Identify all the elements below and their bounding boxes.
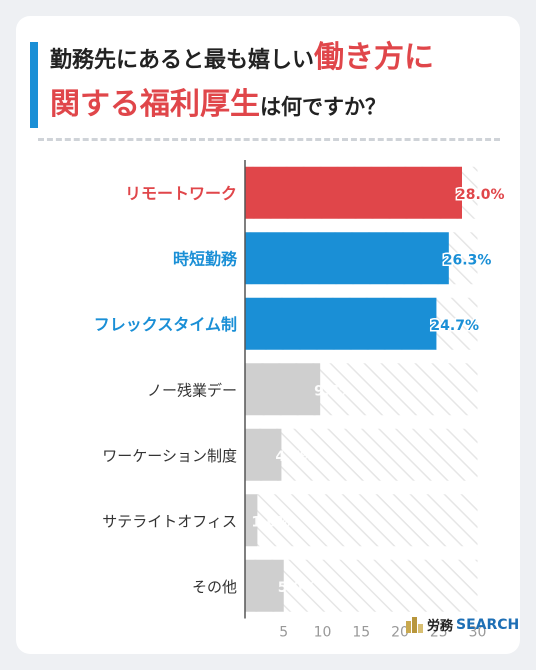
category-label: 時短勤務: [173, 249, 238, 268]
bar-1: [245, 166, 462, 219]
title-line1-highlight: 働き方に: [314, 40, 435, 75]
title-accent-bar: [30, 42, 38, 128]
x-tick-label: 25: [430, 625, 448, 641]
bar-background: [245, 494, 478, 547]
value-label: 9.7%: [314, 383, 353, 399]
bar-3: [245, 297, 437, 350]
x-tick-label: 30: [469, 625, 487, 641]
value-label: 28.0%: [456, 187, 505, 203]
x-tick-label: 20: [391, 625, 409, 641]
logo-text-secondary: SEARCH: [456, 616, 520, 633]
value-label: 24.7%: [430, 318, 479, 334]
category-label: その他: [192, 578, 237, 596]
bar-background: [245, 428, 478, 481]
x-tick-label: 10: [314, 625, 332, 641]
category-label: ワーケーション制度: [102, 447, 237, 465]
value-label: 5.0%: [278, 580, 317, 596]
bar-2: [245, 232, 449, 285]
brand-logo: 労務 SEARCH: [406, 615, 519, 634]
logo-mark-icon: [406, 616, 423, 633]
title-line1-pre: 勤務先にあると最も嬉しい: [50, 48, 315, 73]
logo-text-primary: 労務: [427, 619, 454, 634]
category-label: ノー残業デー: [147, 381, 237, 399]
bar-5: [245, 428, 282, 481]
bar-4: [245, 363, 321, 416]
x-tick-label: 5: [279, 625, 288, 641]
value-label: 1.6%: [251, 514, 290, 530]
value-label: 26.3%: [443, 252, 492, 268]
title-line2-post: は何ですか？: [260, 95, 386, 119]
title-line2-highlight: 関する福利厚生: [50, 87, 260, 122]
bar-7: [245, 559, 284, 612]
title-divider: [38, 138, 500, 141]
category-label: リモートワーク: [125, 184, 237, 203]
bar-6: [245, 494, 258, 547]
category-label: フレックスタイム制: [94, 315, 237, 334]
value-label: 4.7%: [275, 449, 314, 465]
chart-title: 勤務先にあると最も嬉しい働き方に 関する福利厚生は何ですか？: [50, 36, 510, 130]
category-label: サテライトオフィス: [102, 512, 237, 530]
x-tick-label: 15: [352, 625, 370, 641]
